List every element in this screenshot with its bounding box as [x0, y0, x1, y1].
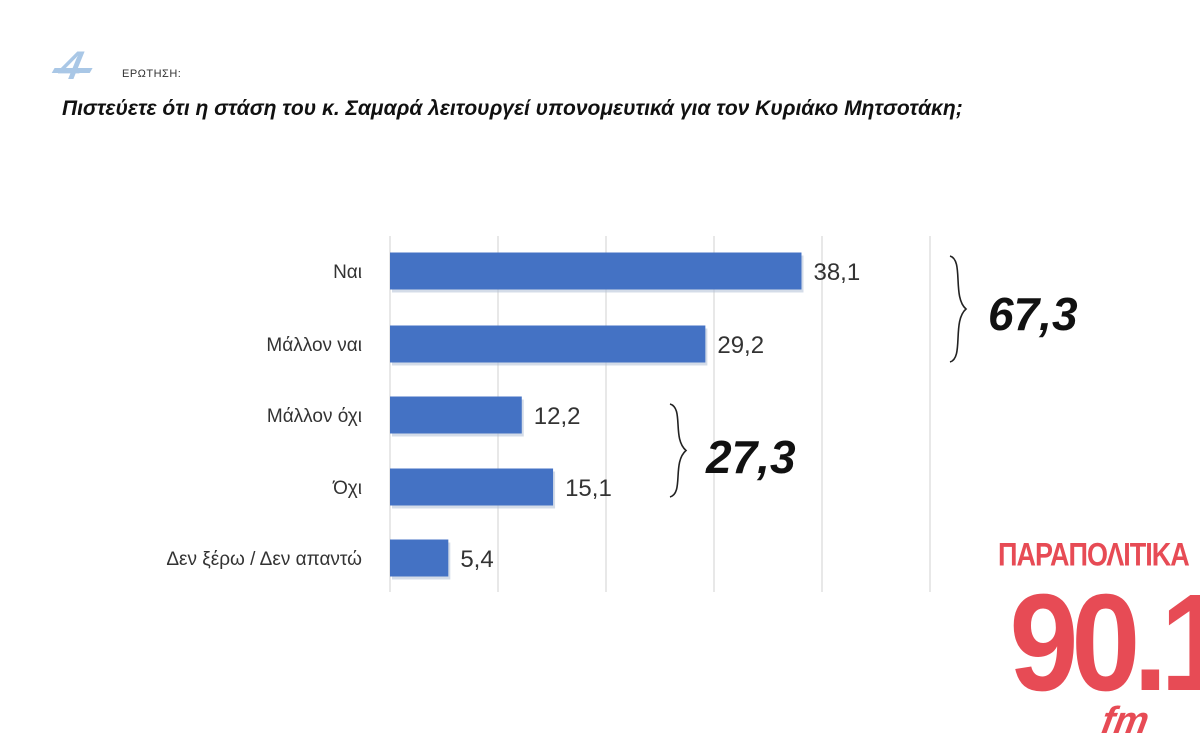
category-label: Μάλλον όχι — [267, 406, 362, 427]
value-label: 29,2 — [717, 332, 764, 359]
group-total-label: 27,3 — [705, 431, 796, 483]
bar — [390, 396, 522, 434]
question-text: Πιστεύετε ότι η στάση του κ. Σαμαρά λειτ… — [62, 97, 963, 120]
group-total-label: 67,3 — [988, 288, 1078, 340]
brace-group-2 — [669, 403, 688, 498]
logo-frequency: 90.1 — [1009, 566, 1200, 720]
value-label: 5,4 — [460, 546, 493, 573]
category-label: Όχι — [332, 478, 362, 499]
station-logo: ΠΑΡΑΠΟΛΙΤΙΚΑ 90.1 fm — [998, 536, 1200, 746]
bar — [390, 252, 802, 290]
logo-unit: fm — [1098, 700, 1153, 742]
value-label: 38,1 — [813, 259, 860, 286]
logo-top-text: ΠΑΡΑΠΟΛΙΤΙΚΑ — [998, 536, 1190, 573]
category-label: Μάλλον ναι — [266, 335, 362, 356]
brace-group-1 — [949, 255, 968, 363]
value-label: 15,1 — [565, 475, 612, 502]
bar — [390, 539, 449, 577]
value-label: 12,2 — [534, 403, 581, 430]
category-label: Ναι — [333, 262, 362, 283]
bar — [390, 468, 554, 506]
question-label: ΕΡΩΤΗΣΗ: — [122, 68, 182, 80]
bar — [390, 325, 706, 363]
category-label: Δεν ξέρω / Δεν απαντώ — [166, 549, 362, 570]
